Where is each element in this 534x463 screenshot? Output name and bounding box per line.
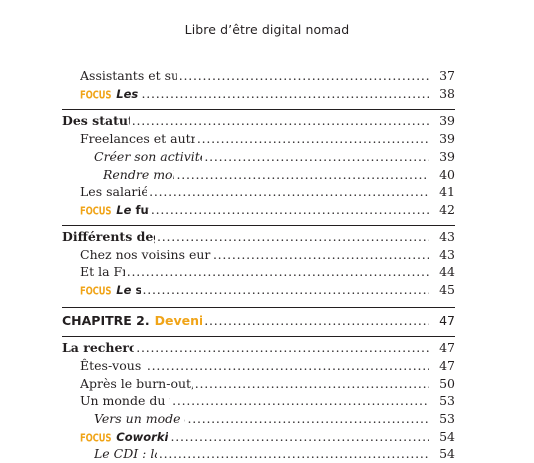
toc-entry-title: Les salariés à distance [80, 184, 148, 199]
dot-leader [187, 410, 429, 428]
toc-page-number: 43 [439, 229, 455, 244]
toc-page-number: 39 [439, 113, 455, 128]
toc-entry: FOCUS Le slow travel 45 [80, 281, 455, 299]
toc-page-number: 38 [439, 86, 455, 101]
toc-entry: Les salariés à distance 41 [80, 183, 455, 201]
toc-entry-title: Freelances et autres travailleurs indépe… [80, 131, 195, 146]
dot-leader [147, 357, 429, 375]
toc-entry-title: Après le burn-out, le bore-out et le bro… [80, 376, 193, 391]
toc-page-number: 53 [439, 411, 455, 426]
toc-entry-title: Créer son activité pour devenir digital … [94, 149, 202, 164]
dot-leader [127, 263, 429, 281]
toc-entry-title: Différents degrés de mobilité [62, 229, 155, 244]
toc-entry: Freelances et autres travailleurs indépe… [80, 130, 455, 148]
toc-entry: Des statuts pluriels 39 [62, 112, 455, 130]
toc-page-number: 47 [439, 340, 455, 355]
dot-leader [213, 246, 429, 264]
dot-leader [195, 375, 429, 393]
toc-entry: Assistants et supports administratifs 37 [80, 67, 455, 85]
dot-leader [204, 148, 429, 166]
toc-page-number: 40 [439, 167, 455, 182]
toc-entry: CHAPITRE 2. Devenir digital nomad, pour q… [62, 312, 455, 330]
toc-entry-title: Assistants et supports administratifs [80, 68, 177, 83]
toc-entry-title: Vers un mode de travail collaboratif [94, 411, 185, 426]
toc-page-number: 54 [439, 429, 455, 444]
chapter-title: Devenir digital nomad, pour quoi faire ? [154, 313, 203, 328]
chapter-label: CHAPITRE 2. [62, 313, 150, 328]
toc-entry: Un monde du travail en mutation 53 [80, 392, 455, 410]
toc-page-number: 53 [439, 393, 455, 408]
toc-entry: La recherche de sens 47 [62, 339, 455, 357]
toc-page-number: 41 [439, 184, 455, 199]
toc-entry-title: La recherche de sens [62, 340, 135, 355]
focus-tag: FOCUS [80, 432, 112, 446]
dot-leader [151, 201, 429, 219]
focus-tag: FOCUS [80, 205, 112, 219]
toc-entry: FOCUS Les slasheurs 38 [80, 85, 455, 103]
toc-entry-title: Les slasheurs [116, 87, 139, 101]
toc-entry: Différents degrés de mobilité 43 [62, 228, 455, 246]
dot-leader [204, 312, 429, 330]
section-divider [62, 109, 455, 110]
dot-leader [143, 281, 429, 299]
toc-entry: FOCUS Coworking et desksharing 54 [80, 428, 455, 446]
section-divider [62, 225, 455, 226]
toc-page-number: 47 [439, 358, 455, 373]
dot-leader [142, 85, 429, 103]
toc-entry: Êtes-vous un Arthur ? 47 [80, 357, 455, 375]
toc-page-number: 54 [439, 446, 455, 461]
toc-page-number: 39 [439, 131, 455, 146]
dot-leader [149, 183, 429, 201]
focus-tag: FOCUS [80, 89, 112, 103]
toc-page-number: 44 [439, 264, 455, 279]
toc-page-number: 50 [439, 376, 455, 391]
dot-leader [176, 166, 429, 184]
toc-entry: FOCUS Le future of work 42 [80, 201, 455, 219]
toc-entry-title: Êtes-vous un Arthur ? [80, 358, 145, 373]
toc-entry-title: Le CDI : la désillusion [94, 446, 157, 461]
toc-entry-title: Chez nos voisins européens… ou à l’autre… [80, 247, 211, 262]
toc-entry-title: Et la France ? [80, 264, 125, 279]
toc-page-number: 47 [439, 313, 455, 328]
toc-entry-title: Le future of work [116, 203, 149, 217]
toc-entry: Rendre mobile son activité 40 [103, 166, 455, 184]
toc-entry-title: Rendre mobile son activité [103, 167, 174, 182]
dot-leader [197, 130, 429, 148]
toc-entry-title: Coworking et desksharing [116, 430, 169, 444]
dot-leader [172, 392, 429, 410]
dot-leader [136, 339, 429, 357]
dot-leader [132, 112, 429, 130]
focus-tag: FOCUS [80, 285, 112, 299]
toc-entry-title: Le slow travel [116, 283, 141, 297]
toc-entry: Vers un mode de travail collaboratif 53 [94, 410, 455, 428]
running-header: Libre d’être digital nomad [184, 22, 350, 37]
toc-entry: Chez nos voisins européens… ou à l’autre… [80, 246, 455, 264]
section-divider [62, 307, 455, 308]
toc-entry: Après le burn-out, le bore-out et le bro… [80, 375, 455, 393]
toc-entry-title: Un monde du travail en mutation [80, 393, 170, 408]
toc-page-number: 37 [439, 68, 455, 83]
toc-entry: Et la France ? 44 [80, 263, 455, 281]
toc-page-number: 42 [439, 202, 455, 217]
toc-entry: Le CDI : la désillusion 54 [94, 445, 455, 463]
toc-entry-title: Des statuts pluriels [62, 113, 130, 128]
toc-page-number: 45 [439, 282, 455, 297]
dot-leader [170, 428, 429, 446]
dot-leader [159, 445, 429, 463]
section-divider [62, 336, 455, 337]
dot-leader [179, 67, 429, 85]
toc-entry: Créer son activité pour devenir digital … [94, 148, 455, 166]
toc-page-number: 43 [439, 247, 455, 262]
toc-page-number: 39 [439, 149, 455, 164]
dot-leader [157, 228, 429, 246]
